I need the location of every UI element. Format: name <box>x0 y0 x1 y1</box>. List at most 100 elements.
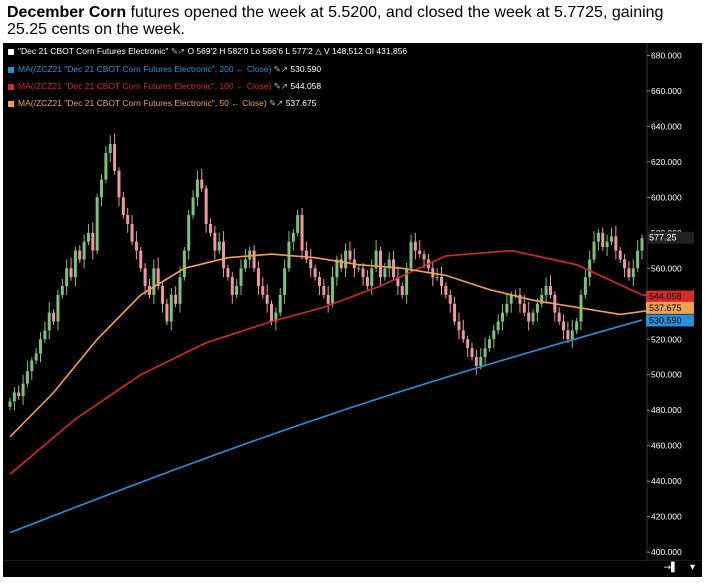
candle-body <box>296 215 300 233</box>
candle-body <box>91 232 95 251</box>
candle-body <box>274 312 278 322</box>
candle-body <box>278 294 282 313</box>
candle-body <box>348 250 352 260</box>
candle-body <box>95 197 99 251</box>
ma50-value: 537.675 <box>285 98 317 108</box>
price-tag-label: 537.675 <box>649 303 682 313</box>
chart-caption: December Corn futures opened the week at… <box>7 4 697 38</box>
candle-body <box>139 250 143 269</box>
y-tick-label: 640.000 <box>651 121 682 131</box>
candle-body <box>627 268 631 278</box>
y-tick-label: 480.000 <box>651 405 682 415</box>
candle-body <box>73 250 77 278</box>
expand-icon[interactable]: →▌ <box>663 563 678 573</box>
candle-body <box>25 371 29 384</box>
candle-body <box>535 303 539 313</box>
candle-body <box>374 250 378 269</box>
candle-body <box>326 294 330 304</box>
candle-body <box>270 303 274 322</box>
price-series-name: "Dec 21 CBOT Corn Futures Electronic" <box>18 46 169 56</box>
bottom-bar: →▌ ▾ <box>3 561 702 577</box>
candle-body <box>448 294 452 304</box>
y-tick-label: 400.000 <box>651 547 682 557</box>
candle-body <box>86 232 90 242</box>
ma100-swatch <box>8 83 14 90</box>
candle-body <box>509 294 513 304</box>
candle-body <box>165 303 169 322</box>
candle-body <box>605 241 609 248</box>
ma100-name: MA(/ZCZ21 "Dec 21 CBOT Corn Futures Elec… <box>18 81 272 91</box>
price-tag-label: 544.058 <box>649 292 682 302</box>
candle-body <box>191 197 195 216</box>
edit-icon[interactable]: ✎↗ <box>170 46 186 56</box>
candle-body <box>383 268 387 278</box>
ma50-name: MA(/ZCZ21 "Dec 21 CBOT Corn Futures Elec… <box>18 98 267 108</box>
candle-body <box>361 268 365 278</box>
y-tick-label: 420.000 <box>651 512 682 522</box>
candle-body <box>413 241 417 251</box>
candle-body <box>152 268 156 295</box>
candle-body <box>601 232 605 248</box>
candle-body <box>505 303 509 313</box>
candle-body <box>570 330 574 340</box>
legend-ma200: MA(/ZCZ21 "Dec 21 CBOT Corn Futures Elec… <box>8 64 321 75</box>
candle-body <box>30 360 34 372</box>
caption-bold: December Corn <box>7 4 127 21</box>
legend-price: "Dec 21 CBOT Corn Futures Electronic" ✎↗… <box>8 46 407 57</box>
edit-icon[interactable]: ✎↗ <box>269 98 284 108</box>
candle-body <box>496 321 500 331</box>
ma200-name: MA(/ZCZ21 "Dec 21 CBOT Corn Futures Elec… <box>18 64 272 74</box>
candle-body <box>261 286 265 295</box>
candle-body <box>357 268 361 270</box>
candle-body <box>143 268 147 287</box>
candle-body <box>60 286 64 295</box>
candle-body <box>470 348 474 357</box>
candle-body <box>562 321 566 331</box>
ma50-swatch <box>8 100 14 107</box>
ma100-line <box>9 249 660 475</box>
candle-body <box>265 294 269 304</box>
candle-body <box>501 312 505 322</box>
candle-body <box>378 250 382 278</box>
candle-body <box>178 277 182 304</box>
ma200-value: 530.590 <box>290 64 322 74</box>
candle-body <box>161 286 165 304</box>
candle-body <box>200 179 204 189</box>
candle-body <box>575 321 579 331</box>
ma200-line <box>9 319 643 534</box>
candle-body <box>435 277 439 279</box>
candle-body <box>108 144 112 153</box>
candle-body <box>52 312 56 322</box>
candle-body <box>195 179 199 198</box>
legend-ma100: MA(/ZCZ21 "Dec 21 CBOT Corn Futures Elec… <box>8 81 321 92</box>
candle-body <box>405 268 409 295</box>
candle-body <box>304 250 308 260</box>
ma50-line <box>9 253 660 438</box>
candle-body <box>322 286 326 295</box>
candle-body <box>418 250 422 255</box>
candle-body <box>248 250 252 260</box>
ma100-value: 544.058 <box>290 81 322 91</box>
candle-body <box>256 268 260 287</box>
price-ohlc: O 569'2 H 582'0 Lo 566'6 L 577'2 △ V 148… <box>187 46 408 56</box>
price-tag <box>646 231 694 244</box>
price-swatch <box>8 48 14 55</box>
candle-body <box>588 259 592 278</box>
edit-icon[interactable]: ✎↗ <box>273 81 289 91</box>
candle-body <box>213 232 217 251</box>
candle-body <box>339 259 343 269</box>
candle-body <box>78 250 82 260</box>
price-tag-label: 577.25 <box>649 233 677 243</box>
candle-body <box>217 241 221 251</box>
price-chart[interactable]: 680.000660.000640.000620.000600.000580.0… <box>3 43 702 577</box>
candle-body <box>169 294 173 322</box>
edit-icon[interactable]: ✎↗ <box>273 64 289 74</box>
candle-body <box>487 339 491 349</box>
candle-body <box>34 353 38 361</box>
candle-body <box>104 152 108 180</box>
chart-panel[interactable]: 680.000660.000640.000620.000600.000580.0… <box>3 43 702 577</box>
candle-body <box>548 286 552 295</box>
candle-body <box>400 286 404 295</box>
candle-body <box>204 188 208 224</box>
chevron-down-icon[interactable]: ▾ <box>689 562 695 573</box>
